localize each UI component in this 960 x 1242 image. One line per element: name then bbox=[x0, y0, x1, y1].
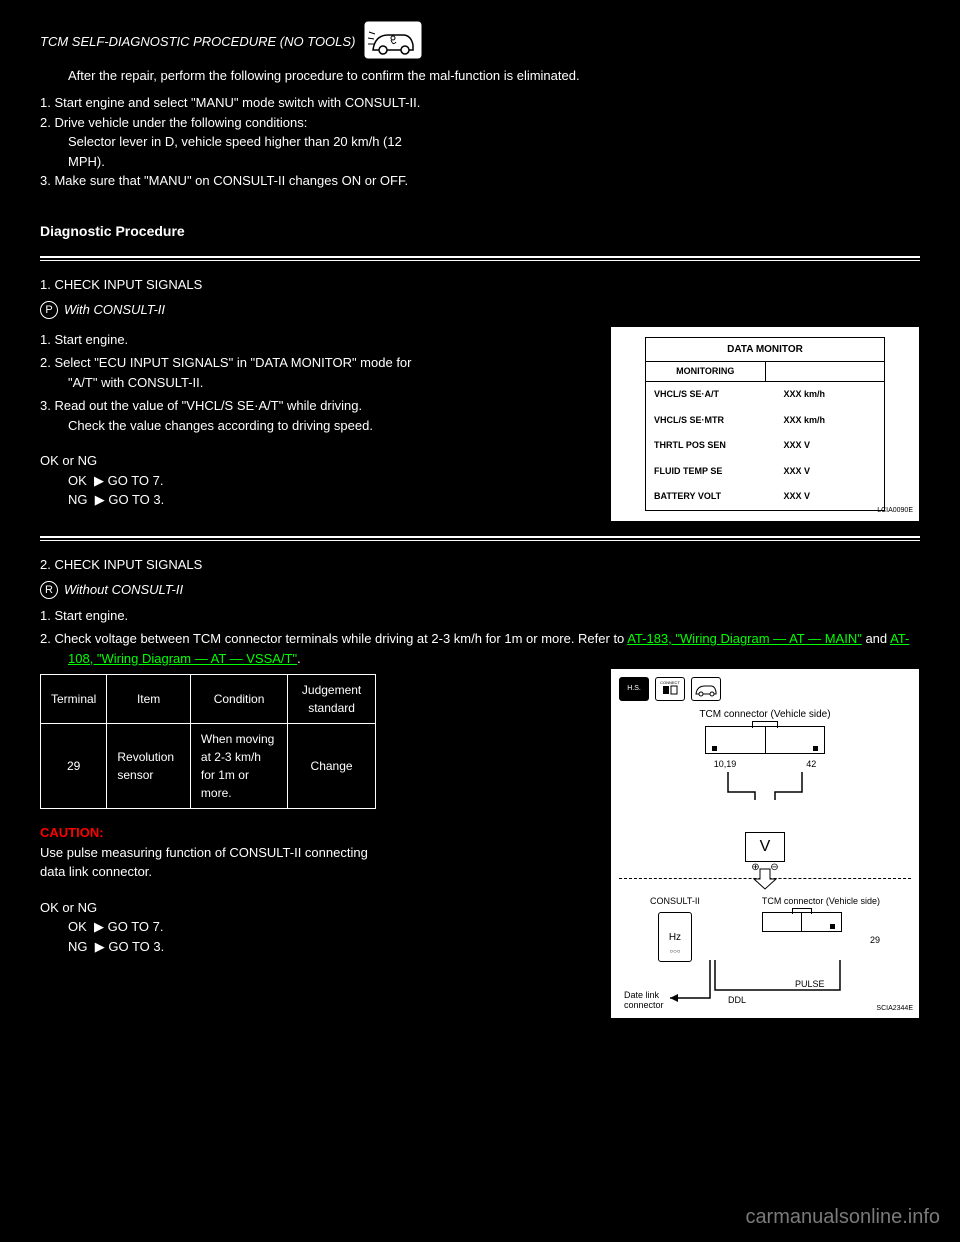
ok-or-ng-2: OK or NG bbox=[40, 898, 600, 918]
wc-2: 2. Check voltage between TCM connector t… bbox=[40, 629, 920, 668]
divider bbox=[40, 256, 920, 261]
step-1-header: 1. CHECK INPUT SIGNALS bbox=[40, 275, 920, 295]
dm-row: FLUID TEMP SEXXX V bbox=[646, 459, 884, 485]
repair-hint: After the repair, perform the following … bbox=[68, 66, 920, 86]
ok-row-2: OK GO TO 7. bbox=[68, 917, 600, 937]
watermark: carmanualsonline.info bbox=[745, 1202, 940, 1232]
svg-text:PULSE: PULSE bbox=[795, 979, 825, 989]
ok-row-1: OK GO TO 7. bbox=[68, 471, 610, 491]
wc-1: 1. Start engine. bbox=[40, 606, 920, 626]
svg-text:CONNECT: CONNECT bbox=[660, 681, 680, 685]
tcm-heading: TCM SELF-DIAGNOSTIC PROCEDURE (NO TOOLS) bbox=[40, 20, 920, 66]
divider-2 bbox=[40, 536, 920, 541]
tcm-connector-small bbox=[762, 912, 842, 932]
check1-3: 3. Read out the value of "VHCL/S SE·A/T"… bbox=[40, 396, 610, 416]
ng-row-2: NG GO TO 3. bbox=[68, 937, 600, 957]
car-icon bbox=[691, 677, 721, 701]
drive-step-1: 1. Start engine and select "MANU" mode s… bbox=[40, 93, 920, 113]
dm-subtitle: MONITORING bbox=[646, 362, 766, 383]
drive-step-3: 3. Make sure that "MANU" on CONSULT-II c… bbox=[40, 171, 920, 191]
figcode-1: LCIA0090E bbox=[877, 506, 913, 517]
datelink-label: Date linkconnector bbox=[624, 990, 664, 1010]
dm-title: DATA MONITOR bbox=[646, 338, 884, 362]
connect-icon: CONNECT bbox=[655, 677, 685, 701]
ok-or-ng-1: OK or NG bbox=[40, 451, 610, 471]
hs-icon: H.S. bbox=[619, 677, 649, 701]
dm-row: VHCL/S SE·A/TXXX km/h bbox=[646, 382, 884, 408]
pin-left-label: 10,19 bbox=[714, 758, 737, 772]
down-arrow-icon bbox=[750, 867, 780, 891]
tcm-top-title: TCM connector (Vehicle side) bbox=[619, 707, 911, 722]
check1-1: 1. Start engine. bbox=[40, 330, 610, 350]
tcm-connector-top bbox=[705, 726, 825, 754]
pin29-label: 29 bbox=[762, 934, 880, 948]
figure-divider bbox=[619, 878, 911, 879]
step-2-header: 2. CHECK INPUT SIGNALS bbox=[40, 555, 920, 575]
tcm-right-title: TCM connector (Vehicle side) bbox=[762, 895, 880, 909]
terminal-table: Terminal Item Condition Judgement standa… bbox=[40, 674, 376, 809]
letter-r-icon: R bbox=[40, 581, 58, 599]
consult-label: CONSULT-II bbox=[650, 895, 700, 909]
with-consult-row: P With CONSULT-II bbox=[40, 300, 920, 320]
tcm-figure: H.S. CONNECT TCM connector (Vehicle side… bbox=[610, 668, 920, 1019]
caution-text: Use pulse measuring function of CONSULT-… bbox=[40, 843, 600, 882]
data-monitor-figure: DATA MONITOR MONITORING VHCL/S SE·A/TXXX… bbox=[610, 326, 920, 522]
check1-4: Check the value changes according to dri… bbox=[68, 416, 610, 436]
diag-procedure-title: Diagnostic Procedure bbox=[40, 221, 920, 242]
without-consult-row: R Without CONSULT-II bbox=[40, 580, 920, 600]
dm-row: THRTL POS SENXXX V bbox=[646, 433, 884, 459]
check1-2: 2. Select "ECU INPUT SIGNALS" in "DATA M… bbox=[40, 353, 610, 392]
pin-right-label: 42 bbox=[806, 758, 816, 772]
voltmeter-icon: V ⊕⊖ bbox=[745, 832, 785, 862]
svg-text:DDL: DDL bbox=[728, 995, 746, 1005]
drive-step-2: 2. Drive vehicle under the following con… bbox=[40, 113, 920, 172]
consult-device-icon: Hz bbox=[658, 912, 692, 962]
dm-row: BATTERY VOLTXXX V bbox=[646, 484, 884, 510]
driving-icon bbox=[363, 20, 423, 66]
ng-row-1: NG GO TO 3. bbox=[68, 490, 610, 510]
letter-p-icon: P bbox=[40, 301, 58, 319]
caution-label: CAUTION: bbox=[40, 825, 104, 840]
dm-row: VHCL/S SE·MTRXXX km/h bbox=[646, 408, 884, 434]
link-at183[interactable]: AT-183, "Wiring Diagram — AT — MAIN" bbox=[627, 631, 862, 646]
figcode-2: SCIA2344E bbox=[876, 1004, 913, 1015]
